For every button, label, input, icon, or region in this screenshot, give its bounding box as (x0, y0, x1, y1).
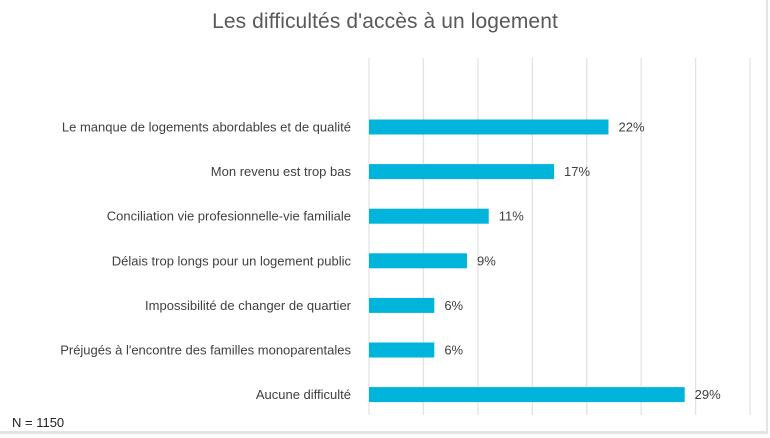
value-label: 29% (695, 387, 721, 402)
category-labels: Le manque de logements abordables et de … (60, 120, 351, 403)
value-label: 6% (444, 343, 463, 358)
category-label: Délais trop longs pour un logement publi… (112, 253, 352, 268)
category-label: Mon revenu est trop bas (211, 164, 352, 179)
category-label: Préjugés à l'encontre des familles monop… (60, 343, 351, 358)
category-label: Impossibilité de changer de quartier (145, 298, 352, 313)
category-label: Aucune difficulté (256, 387, 351, 402)
bar (369, 342, 435, 358)
chart-title: Les difficultés d'accès à un logement (212, 10, 558, 33)
bar (369, 164, 555, 180)
sample-size-annotation: N = 1150 (12, 415, 65, 430)
bar (369, 387, 685, 403)
gridlines (368, 58, 751, 415)
value-label: 9% (477, 253, 496, 268)
category-label: Le manque de logements abordables et de … (62, 120, 351, 135)
category-label: Conciliation vie profesionnelle-vie fami… (107, 209, 351, 224)
value-labels: 22% 17% 11% 9% 6% 6% 29% (444, 120, 721, 403)
bar (369, 297, 435, 313)
value-label: 6% (444, 298, 463, 313)
value-label: 11% (499, 209, 524, 224)
bar (369, 208, 489, 224)
value-label: 17% (564, 164, 590, 179)
bar (369, 119, 609, 135)
bar (369, 253, 467, 269)
value-label: 22% (618, 120, 644, 135)
bars (369, 119, 685, 403)
